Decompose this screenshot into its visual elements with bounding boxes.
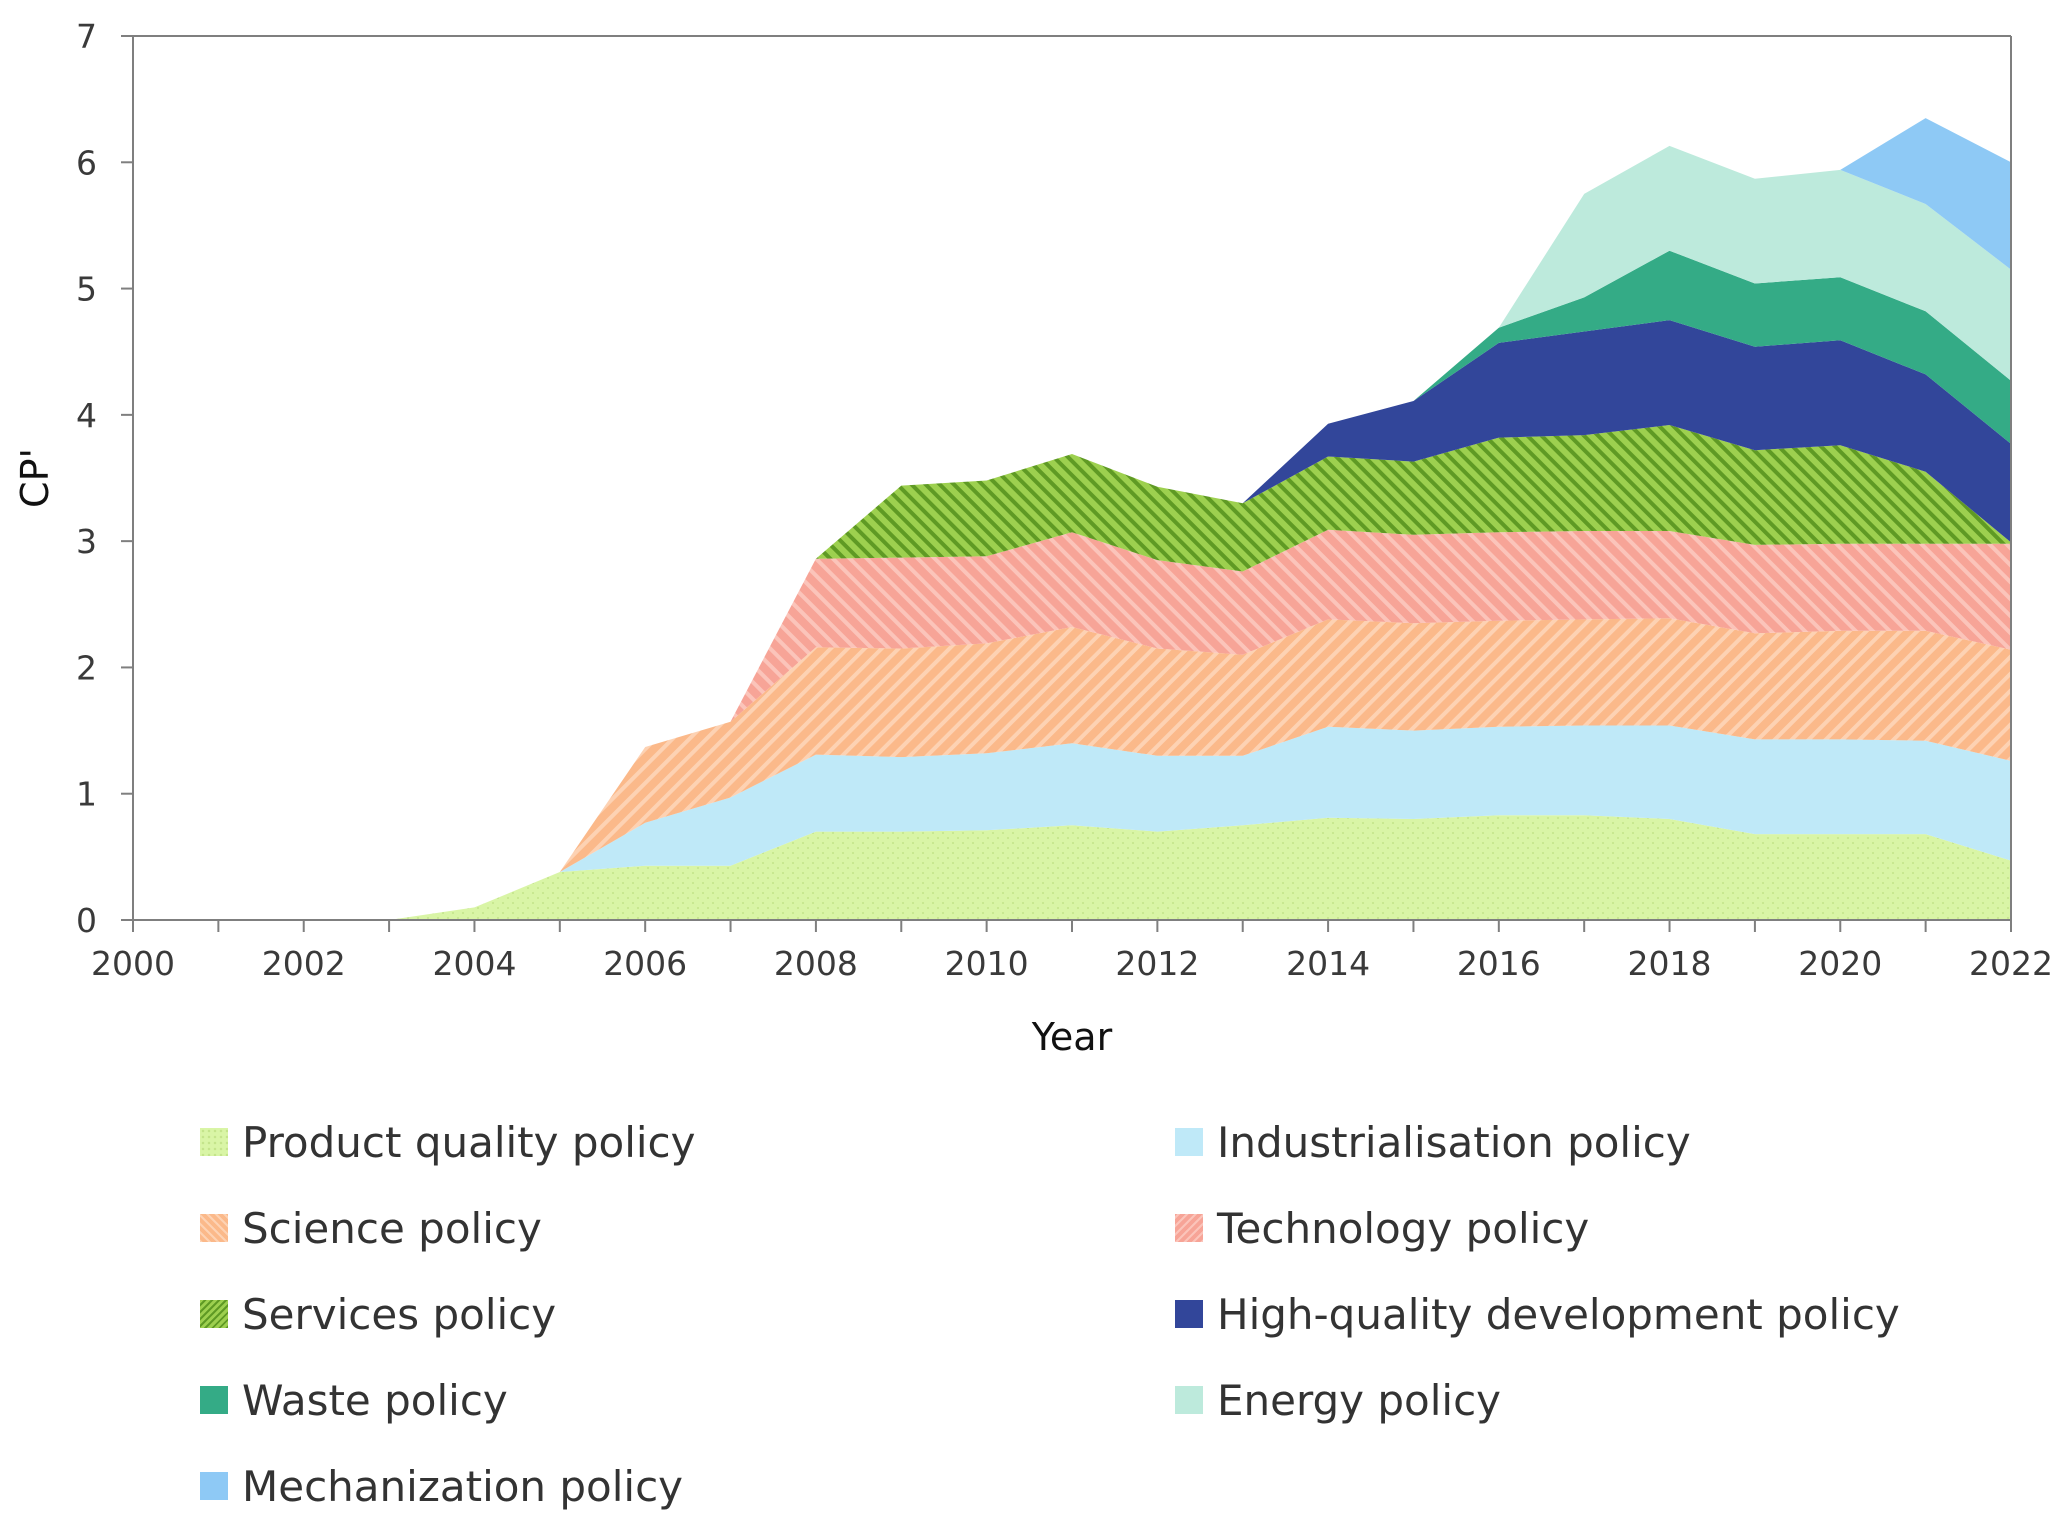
legend-label: Product quality policy — [242, 1117, 696, 1167]
x-tick-label: 2006 — [603, 944, 687, 983]
legend-swatch — [200, 1300, 228, 1328]
area-waste-policy — [133, 250, 2011, 920]
x-tick-label: 2008 — [774, 944, 858, 983]
area-layers — [133, 118, 2011, 921]
y-tick-label: 6 — [76, 143, 97, 182]
y-tick-label: 1 — [76, 775, 97, 814]
legend-label: Waste policy — [242, 1375, 508, 1425]
y-axis-title: CP' — [13, 448, 57, 508]
x-tick-label: 2004 — [432, 944, 516, 983]
x-tick-label: 2012 — [1115, 944, 1199, 983]
y-tick-label: 5 — [76, 270, 97, 309]
legend-label: Services policy — [242, 1289, 557, 1339]
y-tick-label: 7 — [76, 17, 97, 56]
legend-swatch — [200, 1214, 228, 1242]
legend-item-technology-policy: Technology policy — [1175, 1198, 1589, 1258]
legend-swatch — [1175, 1128, 1203, 1156]
legend: Product quality policy Industrialisation … — [200, 1112, 1980, 1512]
y-tick-label: 0 — [76, 901, 97, 940]
x-tick-label: 2016 — [1457, 944, 1541, 983]
legend-swatch — [200, 1386, 228, 1414]
legend-swatch — [1175, 1300, 1203, 1328]
legend-item-energy-policy: Energy policy — [1175, 1370, 1501, 1430]
legend-label: Mechanization policy — [242, 1461, 684, 1511]
x-tick-label: 2022 — [1969, 944, 2053, 983]
legend-swatch — [200, 1128, 228, 1156]
x-tick-label: 2014 — [1286, 944, 1370, 983]
y-tick-label: 4 — [76, 396, 97, 435]
area-product-quality-policy — [133, 815, 2011, 920]
legend-item-high-quality-development-policy: High-quality development policy — [1175, 1284, 1900, 1344]
area-technology-policy — [133, 529, 2011, 920]
legend-label: Industrialisation policy — [1217, 1117, 1691, 1167]
legend-swatch — [1175, 1214, 1203, 1242]
legend-label: High-quality development policy — [1217, 1289, 1900, 1339]
x-tick-label: 2002 — [262, 944, 346, 983]
legend-item-product-quality-policy: Product quality policy — [200, 1112, 696, 1172]
x-axis-title: Year — [1031, 1015, 1113, 1059]
legend-swatch — [1175, 1386, 1203, 1414]
axis-ticks: 2000 2002 2004 2006 2008 2010 2012 2014 2016 2018… — [76, 17, 2053, 983]
y-tick-label: 2 — [76, 648, 97, 687]
x-tick-label: 2018 — [1628, 944, 1712, 983]
legend-label: Technology policy — [1217, 1203, 1590, 1253]
area-services-policy — [133, 425, 2011, 920]
legend-label: Science policy — [242, 1203, 542, 1253]
area-industrialisation-policy — [133, 725, 2011, 920]
x-tick-label: 2010 — [945, 944, 1029, 983]
legend-swatch — [200, 1472, 228, 1500]
legend-item-waste-policy: Waste policy — [200, 1370, 508, 1430]
legend-item-services-policy: Services policy — [200, 1284, 556, 1344]
area-science-policy — [133, 618, 2011, 920]
y-tick-label: 3 — [76, 522, 97, 561]
x-tick-label: 2020 — [1798, 944, 1882, 983]
area-high-quality-development-policy — [133, 320, 2011, 921]
x-tick-label: 2000 — [91, 944, 175, 983]
legend-label: Energy policy — [1217, 1375, 1502, 1425]
legend-item-industrialisation-policy: Industrialisation policy — [1175, 1112, 1691, 1172]
legend-item-mechanization-policy: Mechanization policy — [200, 1456, 683, 1516]
legend-item-science-policy: Science policy — [200, 1198, 542, 1258]
area-energy-policy — [133, 145, 2011, 920]
